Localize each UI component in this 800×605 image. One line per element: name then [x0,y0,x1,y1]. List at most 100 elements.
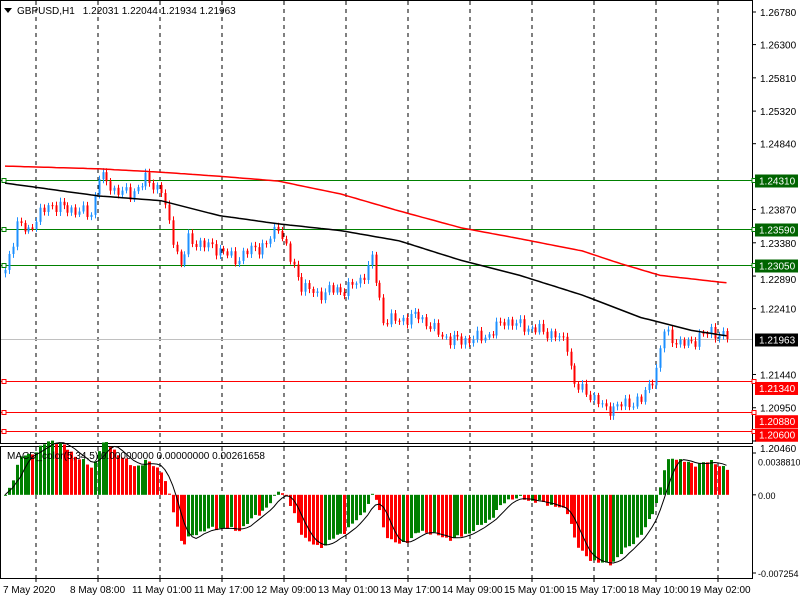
macd-bar [160,472,163,495]
candle-body [281,230,284,239]
candle-body [258,247,261,255]
macd-bar [363,494,366,513]
candle-body [468,338,471,344]
macd-signal-line [4,442,727,564]
time-label: 15 May 17:00 [566,585,627,596]
time-label: 11 May 17:00 [194,585,254,596]
macd-bar [320,494,323,548]
chart-header: GBPUSD,H1 1.22031 1.22044 1.21934 1.2196… [4,6,236,17]
macd-bar [230,494,233,527]
macd-bar [710,460,713,495]
macd-bar [12,480,15,495]
macd-bar [690,462,693,495]
candle-body [710,326,713,335]
candle-body [546,331,549,339]
candle-body [199,240,202,247]
candle-body [176,244,179,252]
macd-tick-label: 0.0038810 [758,458,800,468]
candle-body [398,320,401,322]
price-tick-label: 1.20950 [760,404,797,415]
macd-bar [51,440,54,495]
candle-body [265,243,268,245]
macd-bar [250,494,253,519]
candle-body [195,243,198,247]
candle-body [39,207,42,222]
price-tick-label: 1.23380 [760,239,797,250]
macd-bar [156,467,159,495]
candle-body [698,333,701,347]
candle-body [359,277,362,284]
candle-body [566,336,569,352]
price-tick-label: 1.25810 [760,74,797,85]
candle-body [394,313,397,321]
macd-bar [59,442,62,495]
macd-title: MACD_color(5,34,5) 0.00000000 0.00000000… [7,451,265,462]
candle-body [632,406,635,408]
candle-body [417,311,420,320]
candle-body [589,394,592,401]
candle-body [78,211,81,215]
macd-bar [441,494,444,538]
macd-bar [105,442,108,495]
candle-body [687,340,690,346]
time-label: 8 May 08:00 [70,585,125,596]
macd-bar [480,494,483,525]
macd-bar [507,494,510,500]
candle-body [683,339,686,346]
candle-body [43,207,46,213]
macd-bar [609,494,612,566]
macd-bar [102,442,105,495]
time-label: 15 May 01:00 [504,585,565,596]
macd-bar [176,494,179,527]
macd-bar [503,494,506,504]
candle-body [538,323,541,333]
candle-body [644,389,647,402]
macd-bar [168,493,171,495]
macd-bar [390,494,393,540]
level-price-tag: 1.20600 [755,428,798,442]
time-label: 12 May 09:00 [256,585,317,596]
candle-body [320,291,323,301]
time-label: 13 May 17:00 [380,585,441,596]
macd-bar [460,494,463,537]
macd-bar [308,494,311,542]
macd-bar [215,494,218,531]
macd-bar [121,457,124,495]
candle-body [121,190,124,195]
level-handle [751,410,757,415]
macd-bar [133,466,136,495]
macd-bar [577,494,580,548]
candle-body [300,277,303,292]
macd-bar [679,459,682,495]
candle-body [441,334,444,337]
candle-body [261,243,264,255]
macd-bar [39,445,42,495]
macd-bar [63,444,66,495]
triangle-down-icon[interactable] [4,8,12,13]
macd-bar [414,494,417,534]
candle-body [230,251,233,256]
horizontal-levels[interactable] [1,178,757,434]
price-tick-label: 1.25320 [760,107,797,118]
macd-bar [261,494,264,511]
macd-bar [511,494,514,500]
macd-bar [359,494,362,516]
macd-bar [304,494,307,538]
macd-histogram [4,440,729,566]
candle-body [113,187,116,191]
price-tick-label: 1.22410 [760,305,797,316]
candle-body [655,367,658,386]
macd-bar [605,494,608,563]
macd-bar [16,464,19,495]
macd-bar [687,461,690,495]
candle-body [336,287,339,293]
candle-body [386,323,389,325]
macd-bar [273,494,276,496]
macd-bar [651,494,654,515]
macd-bar [562,494,565,508]
candle-body [667,329,670,332]
macd-bar [269,494,272,504]
candle-body [285,238,288,244]
macd-bar [246,494,249,524]
